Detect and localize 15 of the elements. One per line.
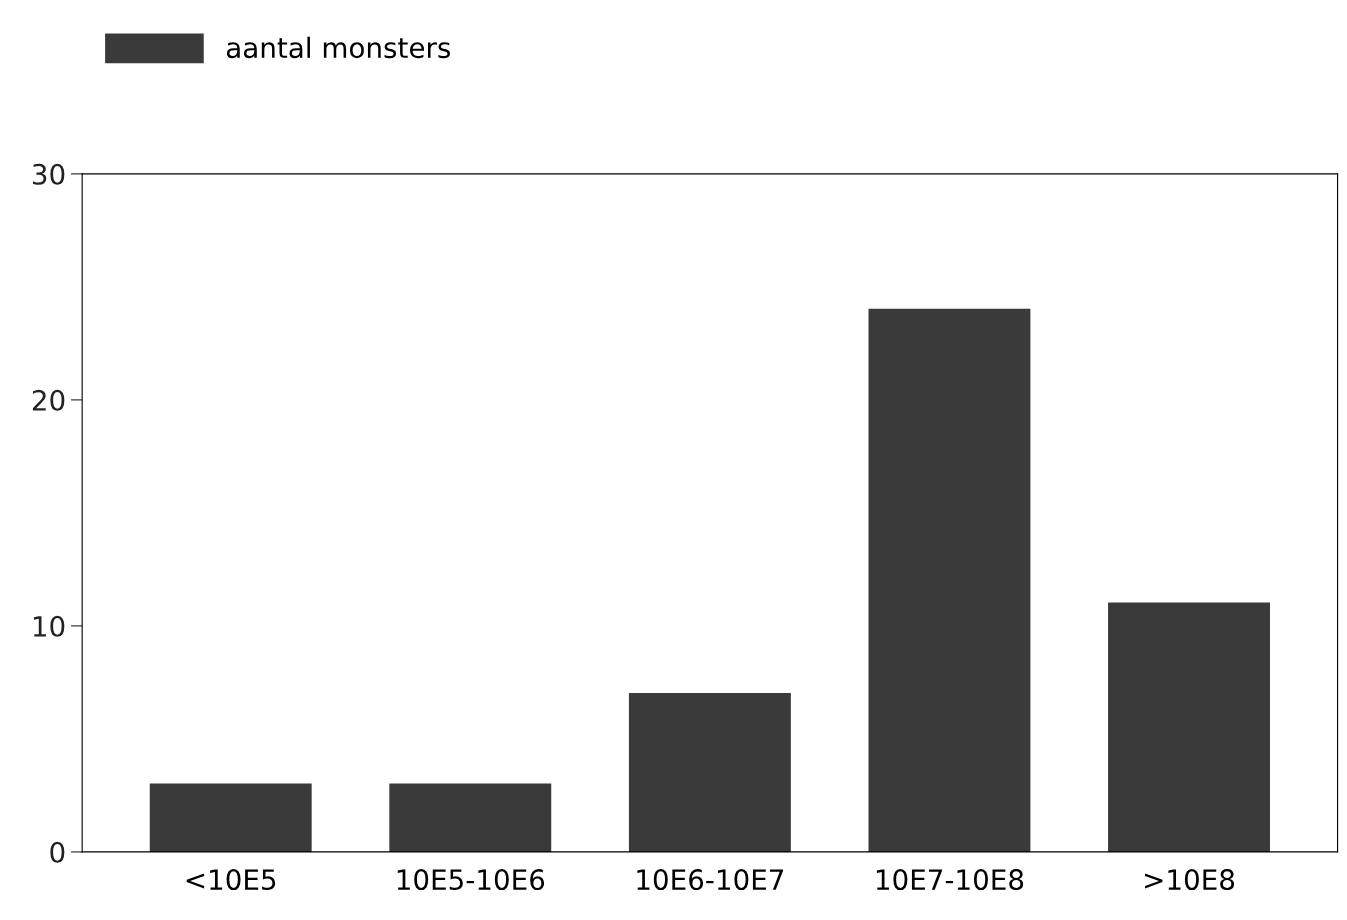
bar (628, 693, 791, 852)
bar (1108, 602, 1270, 852)
x-tick-label: <10E5 (186, 869, 276, 891)
x-tick-label: 10E5-10E6 (397, 869, 545, 891)
bar (389, 783, 552, 852)
bar (149, 783, 312, 852)
y-tick-label: 30 (32, 163, 65, 185)
x-tick-label: 10E6-10E7 (637, 869, 784, 891)
bar (868, 308, 1031, 852)
y-tick-label: 20 (32, 389, 65, 411)
x-tick-label: 10E7-10E8 (876, 869, 1024, 891)
legend-label: aantal monsters (226, 36, 451, 59)
y-tick-label: 0 (50, 841, 65, 863)
y-tick-label: 10 (33, 615, 65, 637)
x-tick-label: >10E8 (1145, 869, 1235, 891)
